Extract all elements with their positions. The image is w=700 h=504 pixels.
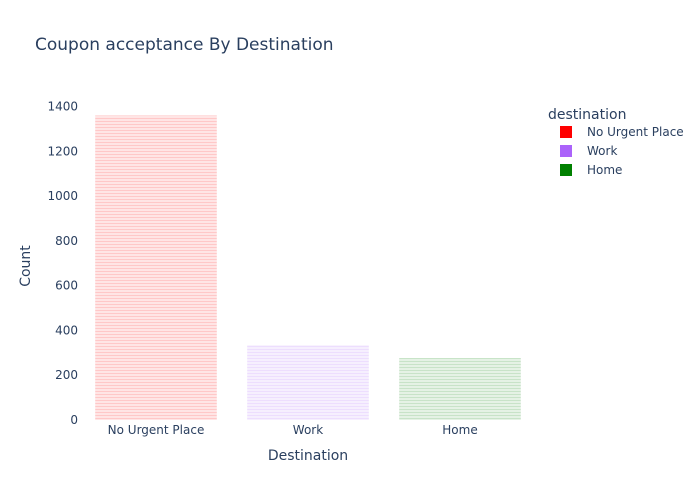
legend-item[interactable]: No Urgent Place bbox=[560, 125, 684, 139]
y-tick-label: 1000 bbox=[47, 189, 78, 203]
y-tick-label: 600 bbox=[55, 279, 78, 293]
y-tick-label: 800 bbox=[55, 234, 78, 248]
legend-label: No Urgent Place bbox=[587, 125, 684, 139]
bar-work[interactable] bbox=[247, 345, 369, 420]
y-tick-label: 400 bbox=[55, 323, 78, 337]
bar-home[interactable] bbox=[399, 358, 521, 420]
legend-swatch bbox=[560, 145, 572, 157]
legend-item[interactable]: Home bbox=[560, 163, 622, 177]
chart-title: Coupon acceptance By Destination bbox=[35, 35, 334, 55]
legend: destination No Urgent Place Work Home bbox=[548, 107, 684, 177]
x-axis-title: Destination bbox=[268, 448, 348, 464]
bar-no-urgent-place[interactable] bbox=[95, 115, 217, 421]
legend-title: destination bbox=[548, 107, 626, 123]
legend-swatch bbox=[560, 164, 572, 176]
x-tick-label: Work bbox=[293, 423, 323, 437]
legend-item[interactable]: Work bbox=[560, 144, 617, 158]
y-axis-ticks: 0 200 400 600 800 1000 1200 1400 bbox=[47, 100, 78, 427]
x-tick-label: Home bbox=[442, 423, 477, 437]
legend-swatch bbox=[560, 126, 572, 138]
y-axis-title: Count bbox=[18, 245, 34, 287]
legend-label: Home bbox=[587, 163, 622, 177]
bars bbox=[95, 115, 521, 421]
y-tick-label: 200 bbox=[55, 368, 78, 382]
y-tick-label: 1200 bbox=[47, 144, 78, 158]
x-axis-ticks: No Urgent Place Work Home bbox=[108, 423, 478, 437]
legend-label: Work bbox=[587, 144, 617, 158]
x-tick-label: No Urgent Place bbox=[108, 423, 205, 437]
y-tick-label: 1400 bbox=[47, 100, 78, 114]
y-tick-label: 0 bbox=[70, 413, 78, 427]
